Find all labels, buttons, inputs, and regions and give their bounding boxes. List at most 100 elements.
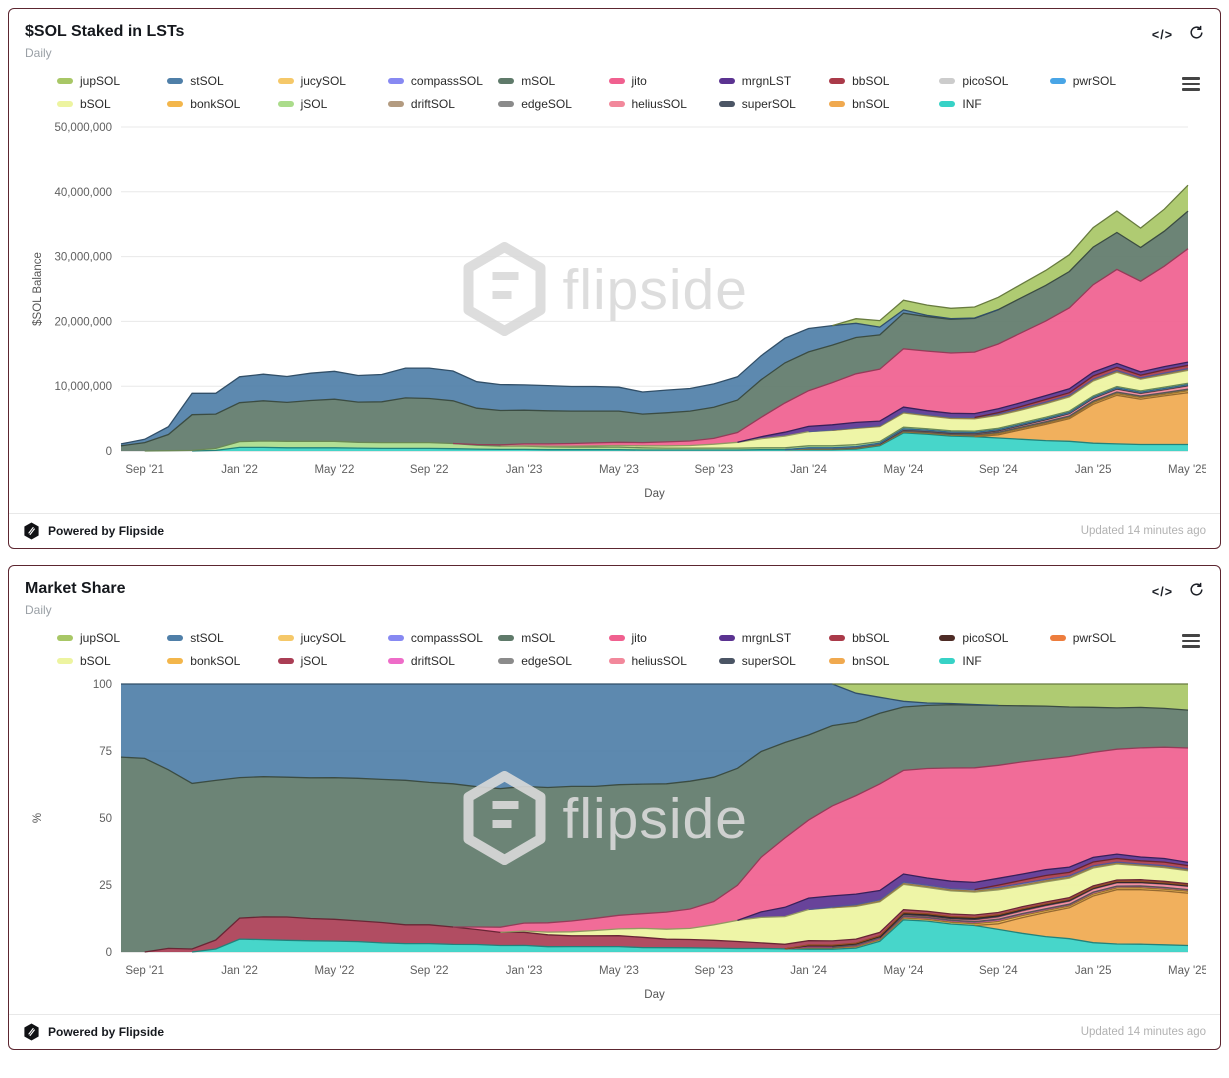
series-edge-jucySOL	[832, 862, 1189, 909]
legend-swatch-mSOL	[498, 78, 515, 84]
legend-swatch-edgeSOL	[498, 101, 515, 107]
chart-menu-icon[interactable]	[1180, 75, 1202, 93]
legend-item-bnSOL[interactable]: bnSOL	[829, 654, 935, 668]
legend-item-mSOL[interactable]: mSOL	[498, 74, 604, 88]
legend-item-stSOL[interactable]: stSOL	[167, 74, 273, 88]
series-area-jSOL	[121, 879, 1188, 952]
x-tick-label: Sep '24	[979, 464, 1018, 476]
series-edge-mSOL	[120, 210, 1189, 447]
legend-label: bbSOL	[852, 74, 890, 88]
legend-item-heliusSOL[interactable]: heliusSOL	[608, 654, 715, 668]
legend-item-INF[interactable]: INF	[939, 654, 1045, 668]
x-tick-label: May '23	[599, 464, 639, 476]
legend-swatch-stSOL	[167, 78, 184, 84]
legend-swatch-bnSOL	[829, 101, 846, 107]
series-edge-superSOL	[879, 881, 1189, 939]
legend-swatch-picoSOL	[939, 635, 956, 641]
legend-label: jSOL	[300, 654, 328, 668]
powered-by-flipside[interactable]: Powered by Flipside	[23, 522, 164, 540]
legend-swatch-bonkSOL	[167, 658, 184, 664]
card-header: Market Share Daily </>	[9, 566, 1220, 617]
legend-item-bonkSOL[interactable]: bonkSOL	[167, 654, 273, 668]
legend-item-bSOL[interactable]: bSOL	[57, 97, 163, 111]
legend-item-heliusSOL[interactable]: heliusSOL	[608, 97, 715, 111]
legend-item-jSOL[interactable]: jSOL	[277, 97, 384, 111]
series-edge-INF	[192, 919, 1189, 953]
series-edge-pwrSOL	[784, 880, 1189, 950]
legend-item-superSOL[interactable]: superSOL	[718, 654, 825, 668]
legend-item-picoSOL[interactable]: picoSOL	[939, 74, 1045, 88]
y-tick-label: 0	[106, 947, 112, 959]
legend-item-pwrSOL[interactable]: pwrSOL	[1049, 631, 1156, 645]
legend-item-jito[interactable]: jito	[608, 74, 715, 88]
legend-item-driftSOL[interactable]: driftSOL	[387, 97, 494, 111]
legend-label: bnSOL	[852, 97, 890, 111]
chart-subtitle: Daily	[25, 603, 52, 617]
x-tick-label: Sep '21	[125, 965, 164, 977]
series-edge-stSOL	[121, 683, 999, 707]
legend-item-jSOL[interactable]: jSOL	[277, 654, 384, 668]
legend-item-pwrSOL[interactable]: pwrSOL	[1049, 74, 1156, 88]
y-tick-label: 50	[99, 813, 112, 825]
legend-label: picoSOL	[962, 631, 1009, 645]
legend-item-INF[interactable]: INF	[939, 97, 1045, 111]
legend-swatch-jupSOL	[57, 635, 73, 641]
legend-item-superSOL[interactable]: superSOL	[718, 97, 825, 111]
legend-swatch-INF	[939, 658, 956, 664]
legend-swatch-bbSOL	[829, 635, 846, 641]
legend-item-mrgnLST[interactable]: mrgnLST	[718, 74, 825, 88]
series-edge-bonkSOL	[784, 887, 1189, 950]
legend-item-bnSOL[interactable]: bnSOL	[829, 97, 935, 111]
refresh-icon-glyph	[1190, 25, 1203, 39]
legend-item-compassSOL[interactable]: compassSOL	[387, 74, 494, 88]
legend-label: bSOL	[80, 654, 111, 668]
legend-item-jucySOL[interactable]: jucySOL	[277, 631, 384, 645]
legend-swatch-pwrSOL	[1049, 78, 1066, 84]
series-edge-mrgnLST	[737, 361, 1189, 443]
legend-item-bbSOL[interactable]: bbSOL	[829, 631, 935, 645]
x-tick-label: May '25	[1168, 464, 1206, 476]
legend-item-jito[interactable]: jito	[608, 631, 715, 645]
embed-code-icon[interactable]: </>	[1151, 28, 1173, 42]
stacked-area-chart-sol-staked: 0 10,000,000 20,000,000 30,000,000 40,000,00…	[32, 122, 1206, 500]
legend-item-edgeSOL[interactable]: edgeSOL	[498, 97, 604, 111]
legend-item-bonkSOL[interactable]: bonkSOL	[167, 97, 273, 111]
legend-item-jupSOL[interactable]: jupSOL	[57, 631, 163, 645]
y-tick-label: 30,000,000	[54, 252, 112, 264]
legend-item-bbSOL[interactable]: bbSOL	[829, 74, 935, 88]
legend-item-jucySOL[interactable]: jucySOL	[277, 74, 384, 88]
chart-menu-icon[interactable]	[1180, 632, 1202, 650]
legend-label: INF	[962, 97, 982, 111]
series-area-INF	[121, 919, 1188, 952]
y-tick-label: 0	[106, 446, 112, 458]
legend-item-edgeSOL[interactable]: edgeSOL	[498, 654, 604, 668]
embed-code-icon[interactable]: </>	[1151, 585, 1173, 599]
legend-item-jupSOL[interactable]: jupSOL	[57, 74, 163, 88]
x-tick-label: Sep '23	[694, 464, 733, 476]
flipside-logo-icon	[24, 1023, 39, 1041]
legend-item-mSOL[interactable]: mSOL	[498, 631, 604, 645]
legend-item-stSOL[interactable]: stSOL	[167, 631, 273, 645]
legend-label: heliusSOL	[631, 654, 687, 668]
legend-item-bSOL[interactable]: bSOL	[57, 654, 163, 668]
legend-label: mrgnLST	[741, 74, 792, 88]
powered-by-flipside[interactable]: Powered by Flipside	[23, 1023, 164, 1041]
y-tick-label: 20,000,000	[54, 316, 112, 328]
legend-label: superSOL	[741, 654, 796, 668]
legend-swatch-stSOL	[167, 635, 184, 641]
series-area-jupSOL	[121, 684, 1188, 711]
legend-item-mrgnLST[interactable]: mrgnLST	[718, 631, 825, 645]
legend-item-compassSOL[interactable]: compassSOL	[387, 631, 494, 645]
x-tick-label: Jan '23	[506, 464, 543, 476]
x-tick-label: May '25	[1168, 965, 1206, 977]
x-tick-label: Jan '22	[221, 464, 258, 476]
series-edge-pwrSOL	[784, 383, 1189, 451]
y-tick-label: 75	[99, 746, 112, 758]
x-tick-label: Jan '23	[506, 965, 543, 977]
legend-swatch-bSOL	[57, 101, 73, 107]
x-tick-label: May '23	[599, 965, 639, 977]
refresh-icon[interactable]	[1189, 25, 1204, 45]
refresh-icon[interactable]	[1189, 582, 1204, 602]
legend-item-driftSOL[interactable]: driftSOL	[387, 654, 494, 668]
legend-item-picoSOL[interactable]: picoSOL	[939, 631, 1045, 645]
